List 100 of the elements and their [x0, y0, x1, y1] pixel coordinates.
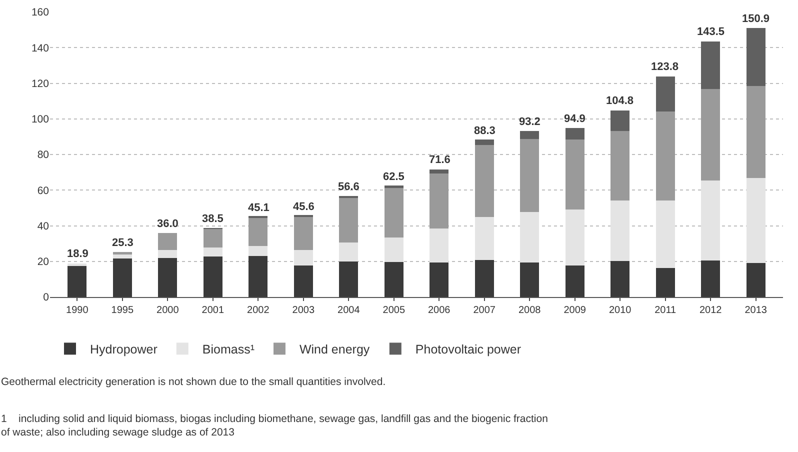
- bar: [294, 250, 313, 266]
- bar: [565, 210, 584, 266]
- bar: [474, 140, 494, 146]
- bar: [294, 265, 313, 297]
- total-label: 38.5: [202, 213, 224, 225]
- bar: [384, 262, 404, 297]
- total-label: 93.2: [519, 116, 540, 128]
- bar: [701, 41, 720, 89]
- bar: [656, 200, 675, 268]
- bar: [112, 252, 132, 255]
- x-tick-label: 2010: [608, 305, 632, 316]
- x-tick-label: 2003: [292, 305, 315, 316]
- bar: [248, 256, 268, 297]
- y-tick-label: 0: [43, 292, 50, 304]
- x-tick-label: 2012: [699, 305, 722, 316]
- y-tick-label: 100: [31, 114, 50, 126]
- y-tick-label: 20: [37, 256, 50, 268]
- legend-label: Wind energy: [299, 342, 370, 357]
- bar: [520, 130, 540, 139]
- bar: [565, 128, 584, 140]
- bar: [430, 173, 449, 228]
- bar: [68, 265, 87, 297]
- bar: [656, 111, 675, 200]
- bar: [610, 110, 630, 132]
- bar: [701, 180, 720, 261]
- bar: [339, 197, 358, 243]
- bar: [158, 258, 178, 297]
- x-tick-label: 2005: [382, 305, 406, 316]
- x-tick-label: 2004: [338, 305, 360, 316]
- bar: [656, 268, 675, 297]
- total-label: 150.9: [742, 13, 770, 25]
- bar: [248, 217, 268, 246]
- legend-label: Hydropower: [90, 342, 158, 357]
- x-tick-label: 2009: [564, 305, 586, 316]
- bar: [565, 140, 584, 210]
- bar: [746, 86, 766, 178]
- bar: [430, 262, 449, 297]
- bar: [656, 76, 675, 112]
- bar: [248, 246, 268, 256]
- total-label: 18.9: [67, 248, 88, 260]
- y-tick-label: 40: [37, 220, 50, 232]
- bar: [746, 263, 766, 297]
- total-label: 62.5: [383, 171, 404, 183]
- x-tick-label: 2001: [202, 305, 224, 316]
- bar: [701, 260, 720, 297]
- x-tick-label: 2007: [473, 305, 496, 316]
- bar: [474, 145, 494, 218]
- total-label: 88.3: [474, 125, 496, 137]
- x-tick-label: 2008: [518, 305, 542, 316]
- y-tick-label: 160: [31, 6, 50, 19]
- bar: [474, 260, 494, 297]
- bar: [112, 258, 132, 297]
- bar: [158, 250, 178, 258]
- bar: [68, 263, 87, 266]
- x-tick-label: 2011: [654, 305, 677, 316]
- total-label: 45.1: [248, 202, 270, 214]
- bar: [158, 232, 178, 250]
- bar: [203, 256, 222, 297]
- x-tick-label: 2000: [156, 305, 180, 316]
- bar: [384, 188, 404, 238]
- bar: [430, 228, 449, 262]
- total-label: 143.5: [697, 26, 725, 38]
- text: Geothermal electricity generation is not shown due to the small quantities involved.: [1, 376, 386, 388]
- bar: [746, 178, 766, 264]
- bar: [610, 261, 630, 297]
- bar: [520, 212, 540, 262]
- y-tick-label: 60: [37, 184, 50, 197]
- bar: [610, 131, 630, 200]
- bar: [203, 247, 222, 257]
- bar: [112, 254, 132, 259]
- bar: [520, 138, 540, 212]
- bar: [746, 28, 766, 86]
- x-tick-label: 1995: [111, 305, 134, 316]
- x-tick-label: 2006: [428, 305, 451, 316]
- total-label: 45.6: [293, 201, 314, 213]
- bar: [430, 169, 449, 174]
- bar: [565, 265, 584, 297]
- bar: [520, 262, 540, 297]
- total-label: 36.0: [157, 218, 178, 230]
- total-label: 94.9: [564, 113, 586, 125]
- x-tick-label: 1990: [66, 305, 89, 316]
- x-tick-label: 2013: [744, 305, 768, 316]
- text: 1 including solid and liquid biomass, biogas including biomethane, sewage gas, landfill gas and the biogenic fraction of waste; also including sewage sludge as of 2013: [1, 413, 548, 439]
- bar: [384, 238, 404, 262]
- bar: [339, 261, 358, 297]
- total-label: 104.8: [606, 95, 634, 107]
- total-label: 123.8: [651, 61, 679, 73]
- bar: [339, 242, 358, 262]
- total-label: 25.3: [112, 237, 134, 249]
- legend-label: Biomass¹: [202, 342, 254, 357]
- y-tick-label: 80: [37, 149, 50, 162]
- x-tick-label: 2002: [247, 305, 270, 316]
- legend-label: Photovoltaic power: [415, 342, 522, 357]
- total-label: 56.6: [338, 181, 360, 193]
- bar: [203, 228, 222, 248]
- y-tick-label: 120: [31, 78, 50, 90]
- y-tick-label: 140: [31, 42, 50, 54]
- bar: [294, 216, 313, 250]
- bar: [474, 217, 494, 260]
- total-label: 71.6: [429, 154, 450, 166]
